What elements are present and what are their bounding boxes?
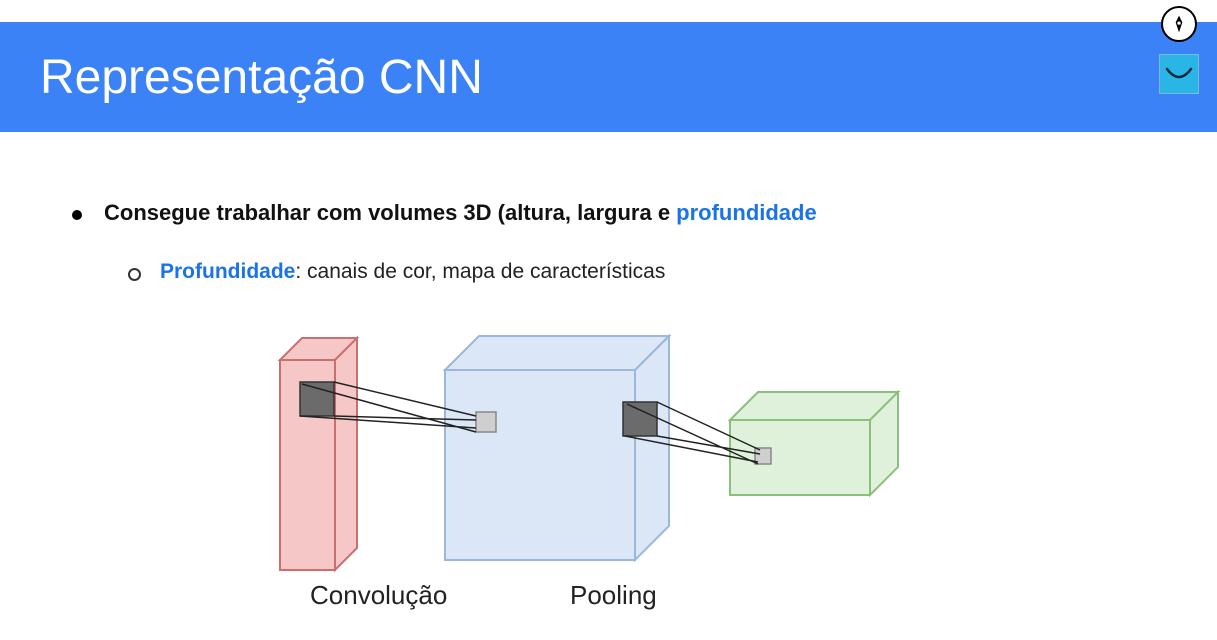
brand-icon[interactable] <box>1159 54 1199 94</box>
label-conv: Convolução <box>310 580 447 611</box>
bullet-text-prefix: Consegue trabalhar com volumes 3D (altur… <box>104 200 676 225</box>
smile-svg <box>1165 67 1193 81</box>
slide-title: Representação CNN <box>40 50 483 105</box>
sub-bullet-item-1: Profundidade: canais de cor, mapa de car… <box>104 260 1177 284</box>
label-pool: Pooling <box>570 580 657 611</box>
bullet-item-1: Consegue trabalhar com volumes 3D (altur… <box>60 200 1177 284</box>
pen-nib-icon[interactable] <box>1161 6 1197 42</box>
top-icons <box>1159 6 1199 94</box>
pen-nib-svg <box>1169 14 1189 34</box>
slide-header: Representação CNN <box>0 22 1217 132</box>
slide-body: Consegue trabalhar com volumes 3D (altur… <box>60 200 1177 284</box>
sub-bullet-rest: : canais de cor, mapa de características <box>295 260 665 283</box>
bullet-list: Consegue trabalhar com volumes 3D (altur… <box>60 200 1177 284</box>
bullet-text-link: profundidade <box>676 200 817 225</box>
sub-bullet-list: Profundidade: canais de cor, mapa de car… <box>104 260 1177 284</box>
sub-bullet-label: Profundidade <box>160 260 295 283</box>
